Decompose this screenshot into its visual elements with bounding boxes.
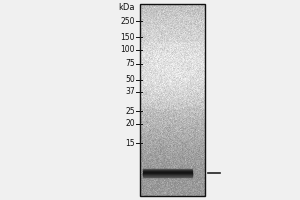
Text: 150: 150 bbox=[121, 32, 135, 42]
Text: 20: 20 bbox=[125, 119, 135, 129]
Bar bbox=[140, 4, 205, 196]
Bar bbox=[143, 176, 192, 177]
Bar bbox=[143, 172, 192, 173]
Bar bbox=[143, 170, 192, 171]
Bar bbox=[143, 175, 192, 176]
Bar bbox=[143, 174, 192, 175]
Bar bbox=[143, 171, 192, 172]
Bar bbox=[143, 174, 192, 175]
Bar bbox=[143, 175, 192, 176]
Text: 15: 15 bbox=[125, 138, 135, 148]
Bar bbox=[143, 173, 192, 174]
Text: 250: 250 bbox=[121, 17, 135, 25]
Text: kDa: kDa bbox=[118, 2, 135, 11]
Bar bbox=[143, 169, 192, 170]
Bar bbox=[143, 169, 192, 170]
Text: 75: 75 bbox=[125, 60, 135, 68]
Bar bbox=[143, 170, 192, 171]
Text: 25: 25 bbox=[125, 106, 135, 116]
Text: 50: 50 bbox=[125, 75, 135, 84]
Text: 37: 37 bbox=[125, 88, 135, 97]
Bar bbox=[143, 176, 192, 177]
Bar bbox=[143, 173, 192, 174]
Text: 100: 100 bbox=[121, 46, 135, 54]
